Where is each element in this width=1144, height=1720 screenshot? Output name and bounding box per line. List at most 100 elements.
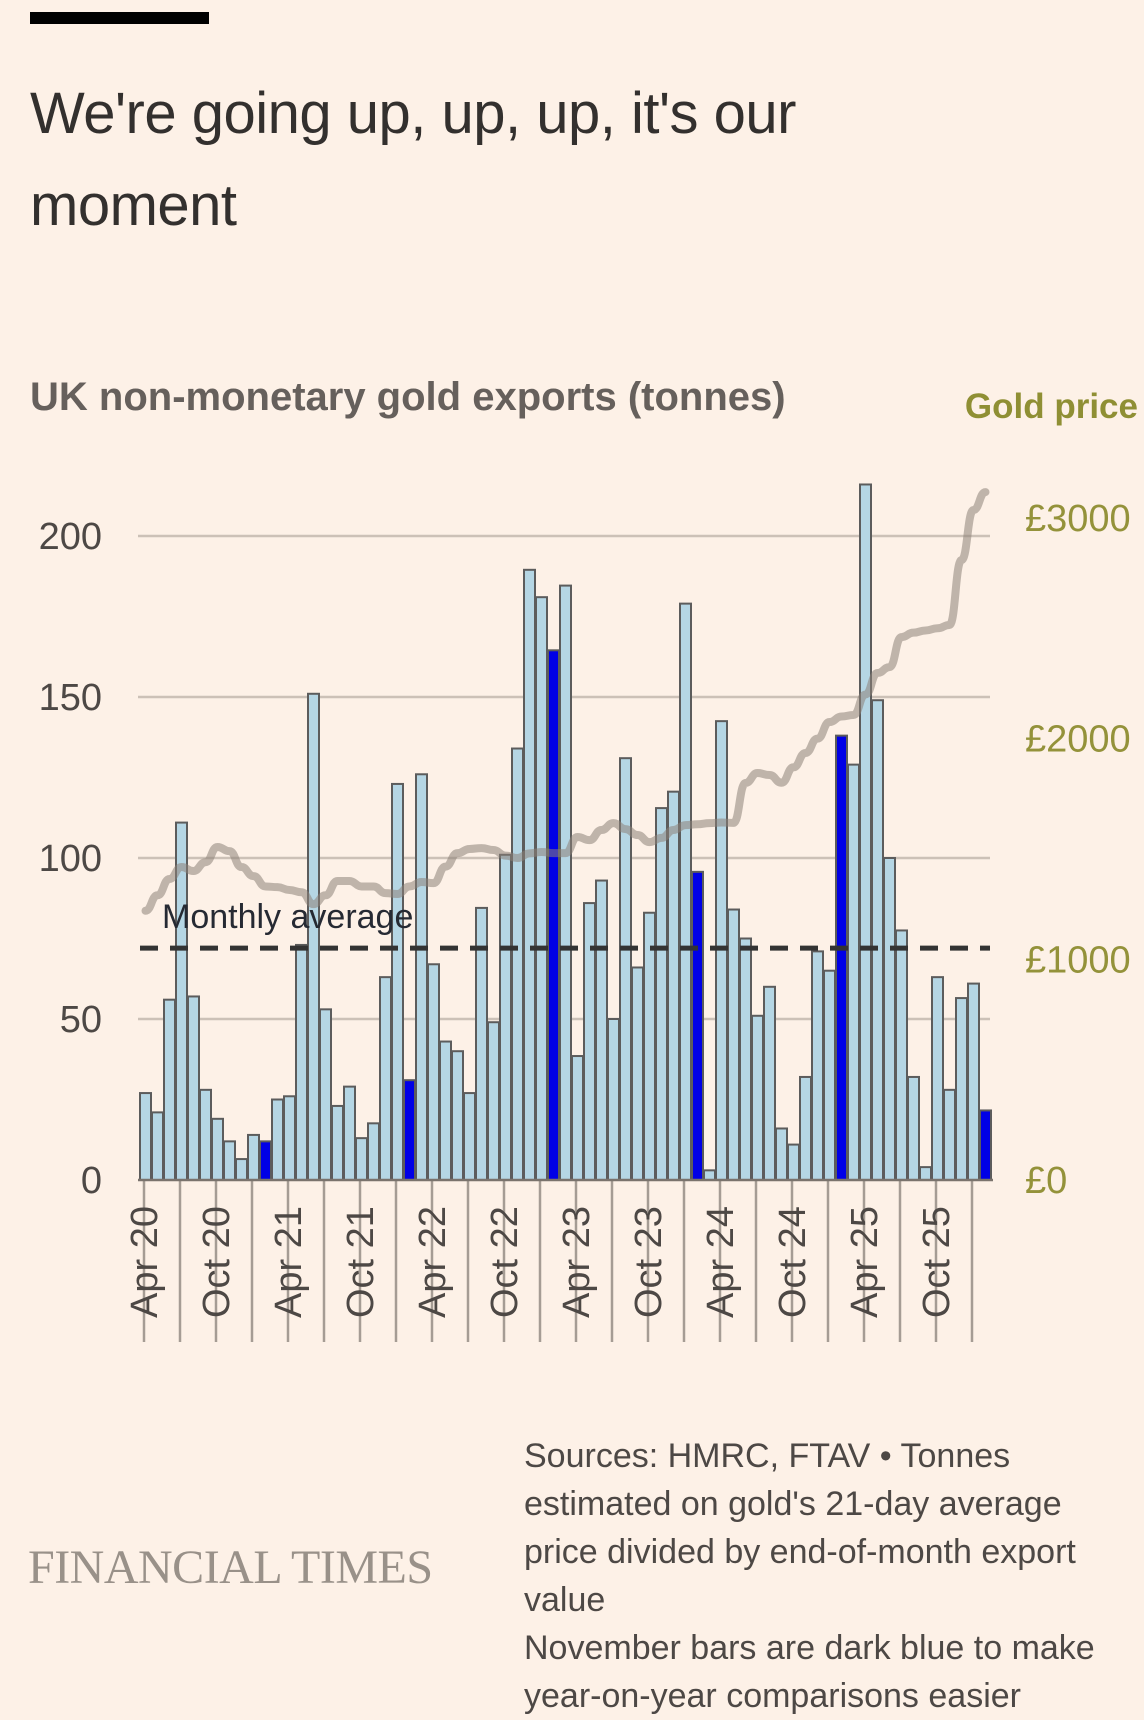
bar <box>163 998 176 1181</box>
reference-line: Monthly average <box>140 898 990 951</box>
source-note-line: price divided by end-of-month export <box>524 1533 1076 1571</box>
bar <box>523 568 536 1181</box>
bar <box>247 1133 260 1182</box>
x-tick-label: Apr 24 <box>700 1206 742 1318</box>
bar <box>667 790 680 1182</box>
bar-november <box>979 1109 992 1181</box>
bar <box>871 699 884 1181</box>
y2-tick-label: £2000 <box>1025 719 1131 761</box>
bar <box>463 1092 476 1182</box>
x-tick-label: Oct 20 <box>196 1206 238 1318</box>
x-tick-label: Apr 25 <box>844 1206 886 1318</box>
bar <box>451 1050 464 1181</box>
y-tick-label: 0 <box>81 1160 102 1202</box>
x-tick-label: Apr 23 <box>556 1206 598 1318</box>
bar <box>919 1166 932 1181</box>
x-axis: Apr 20 Oct 20 Apr 21 Oct 21 Apr 22 Oct 22 Apr … <box>124 1180 974 1342</box>
bar <box>955 997 968 1181</box>
bar <box>367 1122 380 1182</box>
bar <box>931 976 944 1182</box>
source-note-line: November bars are dark blue to make <box>524 1629 1095 1667</box>
bar-november <box>835 734 848 1181</box>
bar <box>379 976 392 1182</box>
bar <box>907 1075 920 1181</box>
bar <box>631 966 644 1181</box>
bar <box>343 1085 356 1181</box>
bar <box>583 902 596 1182</box>
chart-title: UK non-monetary gold exports (tonnes) <box>30 375 786 419</box>
bar <box>487 1021 500 1181</box>
bars <box>138 483 993 1182</box>
bar-november <box>403 1079 416 1182</box>
bar <box>427 963 440 1182</box>
bar <box>199 1088 212 1181</box>
gold-price-line <box>141 488 990 915</box>
ft-logo: FINANCIAL TIMES <box>28 1541 433 1594</box>
x-tick-label: Apr 21 <box>268 1206 310 1318</box>
y-axis-left: 0 50 100 150 200 <box>39 516 102 1202</box>
x-tick-label: Oct 23 <box>628 1206 670 1318</box>
x-tick-label: Oct 25 <box>916 1206 958 1318</box>
bar <box>307 692 320 1182</box>
price-line-group <box>141 488 990 915</box>
bar <box>151 1111 164 1182</box>
y-axis-right: £0 £1000 £2000 £3000 <box>1025 498 1131 1202</box>
source-note-line: year-on-year comparisons easier <box>524 1677 1021 1715</box>
bar <box>511 747 524 1182</box>
y-tick-label: 100 <box>39 838 102 880</box>
bar-november <box>691 870 704 1181</box>
source-note-line: estimated on gold's 21-day average <box>524 1485 1062 1523</box>
bar <box>415 773 428 1182</box>
bar <box>739 937 752 1181</box>
y2-tick-label: £1000 <box>1025 939 1131 981</box>
title-line-2: moment <box>30 173 237 238</box>
title-line-1: We're going up, up, up, it's our <box>30 81 796 146</box>
source-note-line: Sources: HMRC, FTAV • Tonnes <box>524 1437 1011 1475</box>
bar-november <box>547 649 560 1181</box>
bar <box>619 757 632 1181</box>
bar <box>643 911 656 1181</box>
bar <box>787 1143 800 1181</box>
x-tick-label: Apr 22 <box>412 1206 454 1318</box>
monthly-average-label: Monthly average <box>162 898 413 936</box>
secondary-axis-title: Gold price <box>964 387 1138 426</box>
y2-tick-label: £3000 <box>1025 498 1131 540</box>
header-accent-bar <box>30 12 209 24</box>
bar <box>139 1092 152 1182</box>
chart: 0 50 100 150 200 £0 £1000 £2000 £3000 Apr 20 Oct… <box>39 483 1131 1342</box>
bar <box>211 1117 224 1181</box>
bar <box>559 584 572 1181</box>
bar <box>751 1014 764 1182</box>
bar <box>355 1137 368 1182</box>
x-tick-label: Oct 24 <box>772 1206 814 1318</box>
bar <box>859 483 872 1182</box>
y-tick-label: 200 <box>39 516 102 558</box>
bar-november <box>259 1140 272 1181</box>
x-tick-label: Oct 22 <box>484 1206 526 1318</box>
bar <box>895 929 908 1182</box>
bar <box>223 1140 236 1181</box>
bar <box>235 1158 248 1181</box>
bar <box>775 1127 788 1181</box>
bar <box>703 1169 716 1181</box>
bar <box>823 969 836 1182</box>
bar <box>679 602 692 1181</box>
bar <box>271 1098 284 1181</box>
bar <box>283 1095 296 1182</box>
bar <box>883 857 896 1181</box>
bar <box>391 782 404 1181</box>
y2-tick-label: £0 <box>1025 1160 1067 1202</box>
source-note: Sources: HMRC, FTAV • Tonnes estimated on… <box>524 1432 1144 1720</box>
bar <box>571 1055 584 1182</box>
bar <box>331 1104 344 1181</box>
bar <box>655 807 668 1182</box>
bar <box>967 982 980 1182</box>
bar <box>943 1088 956 1181</box>
bar <box>187 995 200 1182</box>
y-tick-label: 50 <box>60 999 102 1041</box>
bar <box>535 596 548 1181</box>
bar <box>847 763 860 1181</box>
bar <box>727 908 740 1182</box>
source-note-line: value <box>524 1581 606 1619</box>
x-tick-label: Oct 21 <box>340 1206 382 1318</box>
